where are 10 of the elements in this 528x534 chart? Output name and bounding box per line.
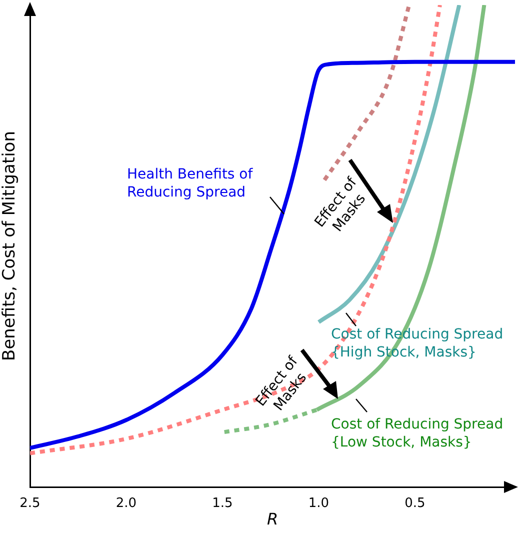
x-tick-label: 1.0: [308, 496, 330, 512]
series-label: Cost of Reducing Spread {High Stock, Masks}: [331, 326, 504, 361]
x-tick-label: 0.5: [404, 496, 426, 512]
x-tick-label: 2.0: [116, 496, 137, 512]
x-tick-label: 1.5: [212, 496, 233, 512]
x-axis-title: R: [266, 510, 278, 529]
x-tick-label: 2.5: [20, 496, 40, 512]
y-axis-title: Benefits, Cost of Mitigation: [0, 131, 20, 361]
text: Health Benefits of Reducing Spread: [127, 166, 254, 201]
series-label: Cost of Reducing Spread {Low Stock, Masks}: [331, 416, 504, 451]
